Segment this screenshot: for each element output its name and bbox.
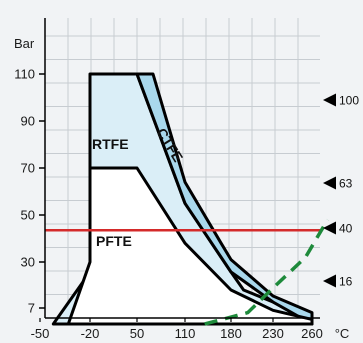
marker-label: 16 [339, 275, 353, 289]
region-label-pfte: PFTE [96, 233, 132, 249]
marker-label: 100 [339, 94, 359, 108]
right-markers: 100 63 40 16 [323, 93, 359, 289]
marker-arrow-icon [323, 93, 336, 107]
x-tick-label: -50 [31, 326, 50, 341]
y-tick-label: 110 [14, 67, 35, 82]
dashed-curve [204, 218, 330, 326]
marker-arrow-icon [323, 221, 336, 235]
dashed-curve-group [204, 218, 330, 326]
y-tick-label: 7 [28, 301, 35, 316]
marker-label: 63 [339, 177, 353, 191]
marker-label: 40 [339, 222, 353, 236]
y-tick-label: 90 [21, 114, 35, 129]
axes: 7 30 50 70 90 110 -50 -20 50 110 180 230 260 °C [14, 18, 349, 341]
y-tick-label: 70 [21, 161, 35, 176]
x-tick-label: -20 [81, 326, 100, 341]
x-tick-label: 110 [175, 326, 196, 341]
y-tick-label: 50 [21, 208, 35, 223]
x-tick-label: 230 [262, 326, 284, 341]
x-axis-unit: °C [335, 326, 350, 341]
marker-arrow-icon [323, 176, 336, 190]
y-tick-label: 30 [21, 255, 35, 270]
regions [51, 72, 314, 326]
x-tick-label: 50 [130, 326, 144, 341]
x-tick-label: 260 [301, 326, 323, 341]
marker-arrow-icon [323, 274, 336, 288]
x-tick-label: 180 [220, 326, 242, 341]
region-label-rtfe: RTFE [92, 136, 129, 152]
y-axis-label: Bar [14, 36, 35, 51]
